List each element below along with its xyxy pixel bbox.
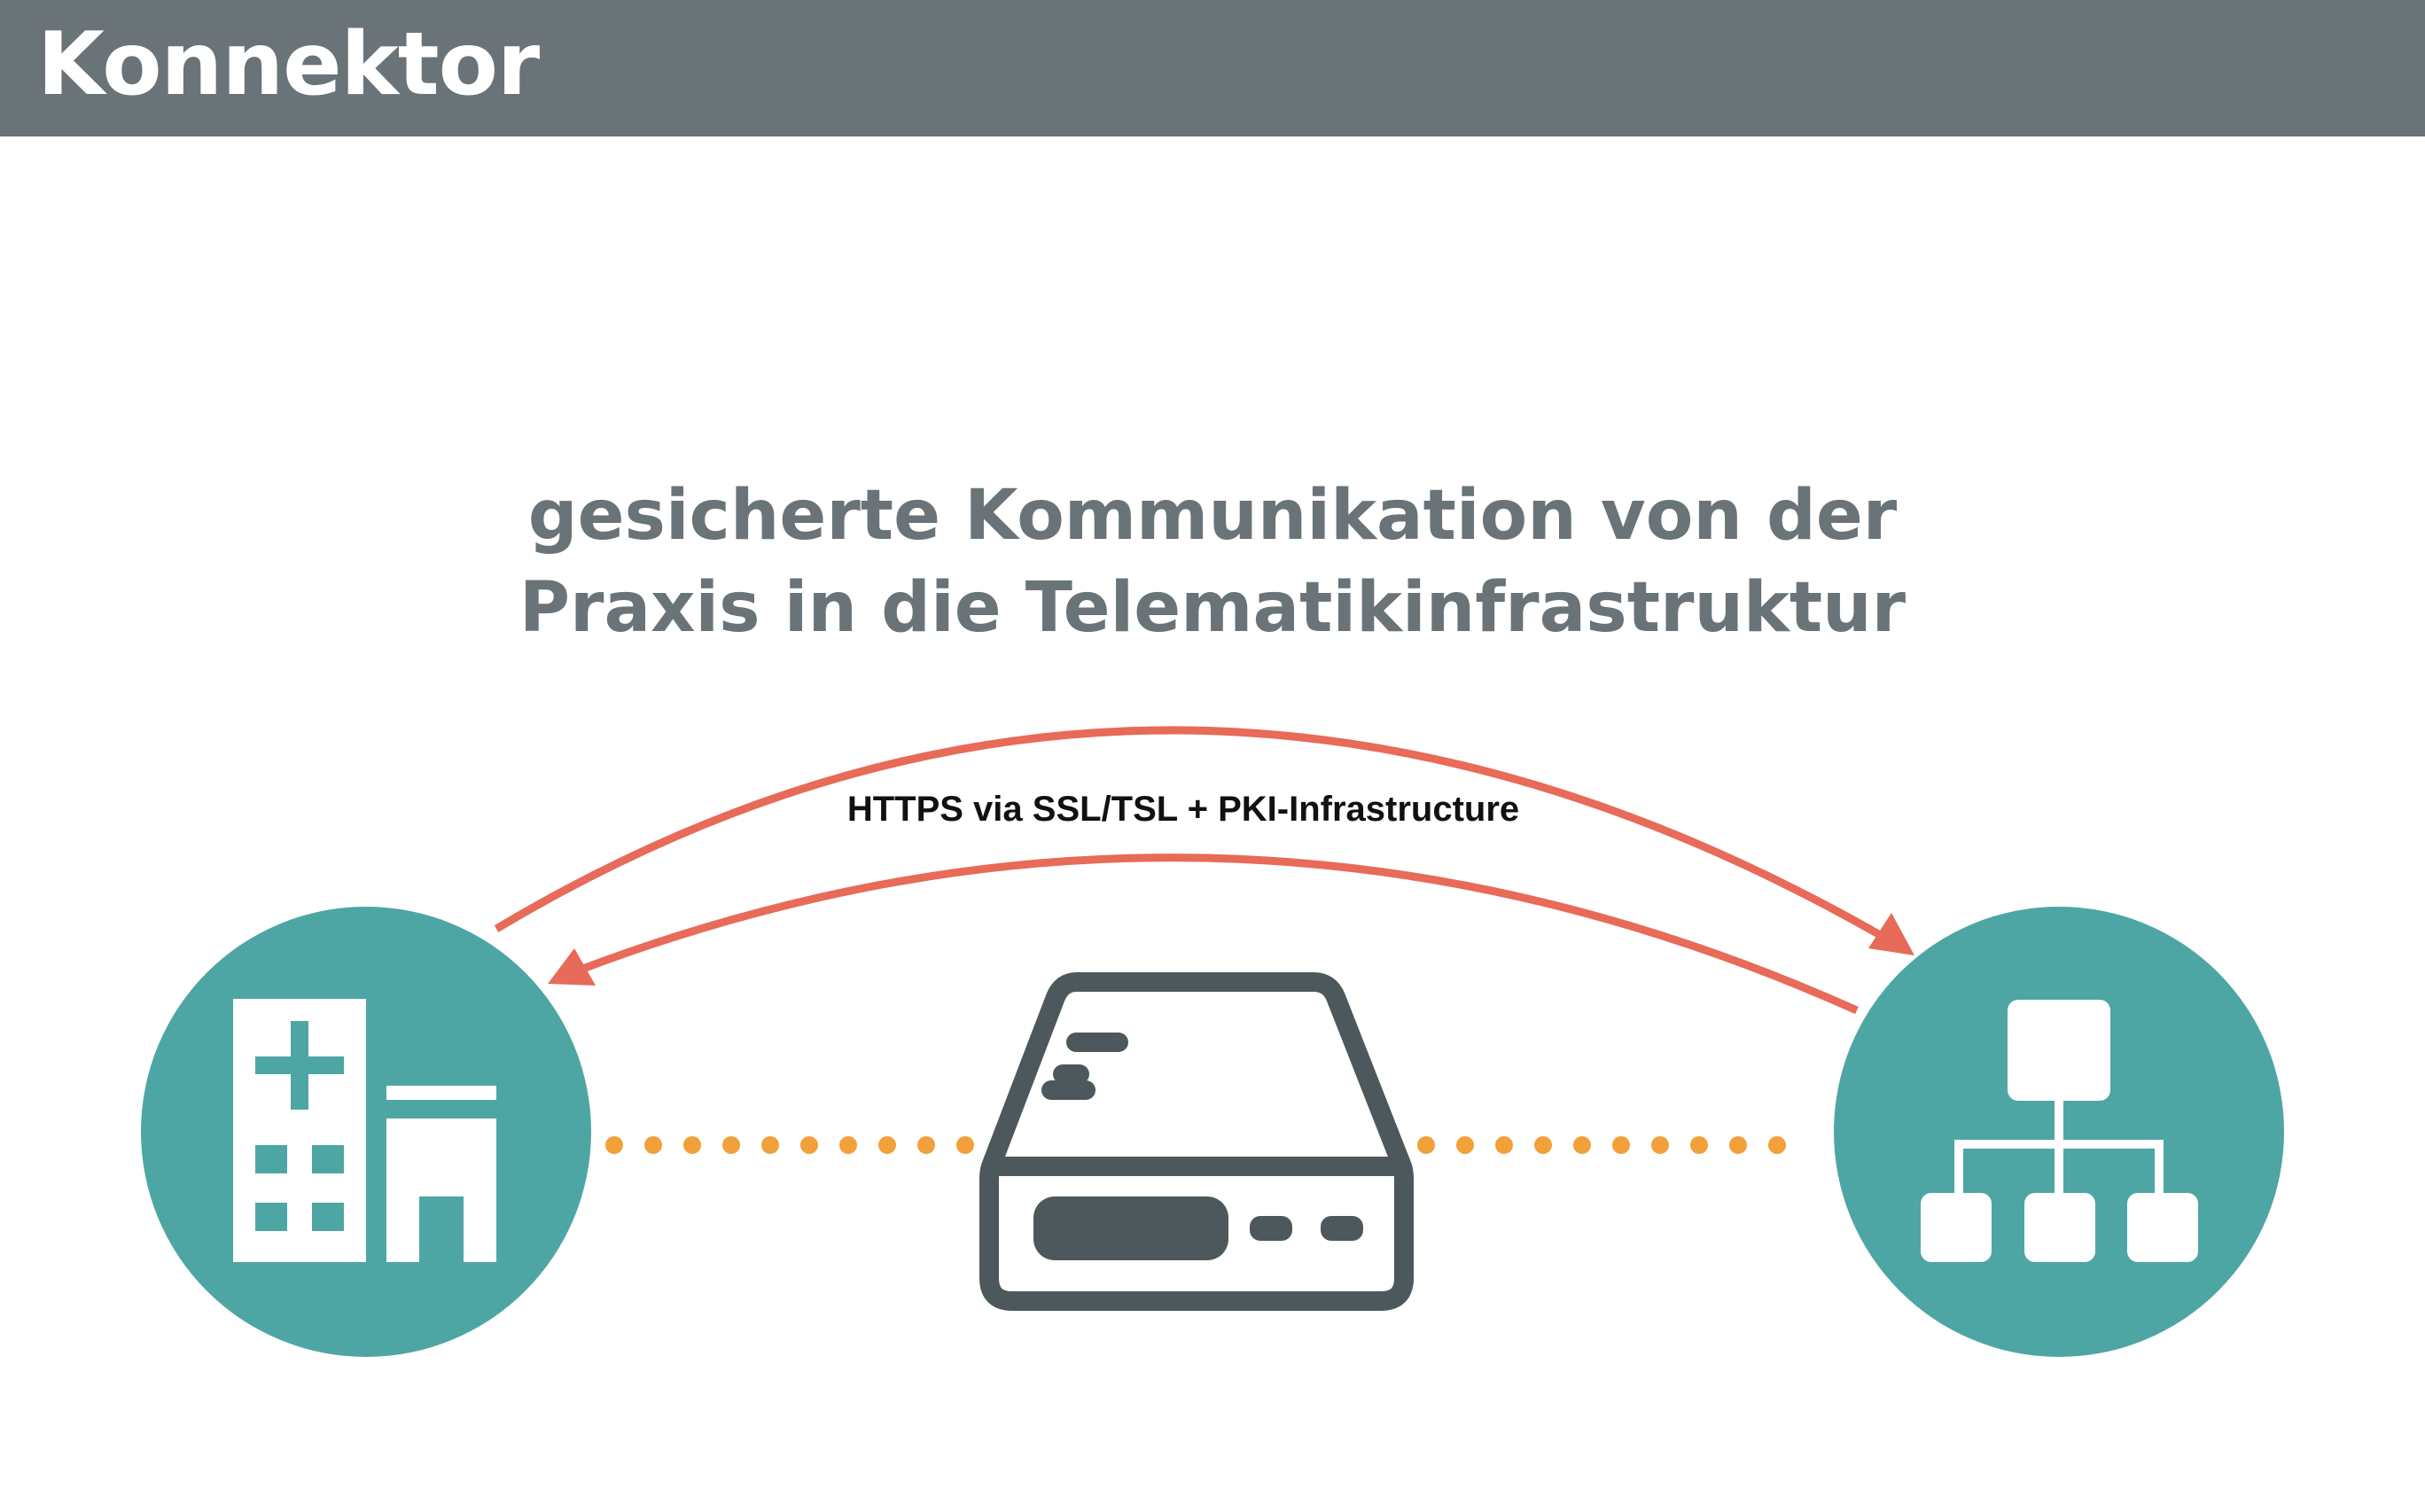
konnektor-device — [979, 972, 1414, 1311]
header-bar: Konnektor — [0, 0, 2425, 136]
telematik-node — [1834, 907, 2284, 1357]
arrow-ti-to-praxis — [579, 853, 1859, 1015]
network-hierarchy-icon — [1921, 1000, 2198, 1262]
subtitle-line-1: gesicherte Kommunikation von der — [527, 476, 1898, 556]
praxis-node — [141, 907, 591, 1357]
protocol-label: HTTPS via SSL/TSL + PKI-Infrastructure — [846, 790, 1520, 829]
arrow-praxis-to-ti — [494, 726, 1891, 943]
subtitle-line-2: Praxis in die Telematikinfrastruktur — [519, 568, 1906, 648]
arrowhead-left-icon — [548, 948, 596, 986]
page-title: Konnektor — [37, 14, 540, 115]
hard-drive-icon — [979, 972, 1414, 1311]
diagram-subtitle: gesicherte Kommunikation von der Praxis … — [326, 470, 2099, 654]
dotted-connection-right — [1378, 1136, 1786, 1154]
arrowhead-right-icon — [1868, 913, 1914, 955]
dotted-connection-left — [605, 1136, 1013, 1154]
